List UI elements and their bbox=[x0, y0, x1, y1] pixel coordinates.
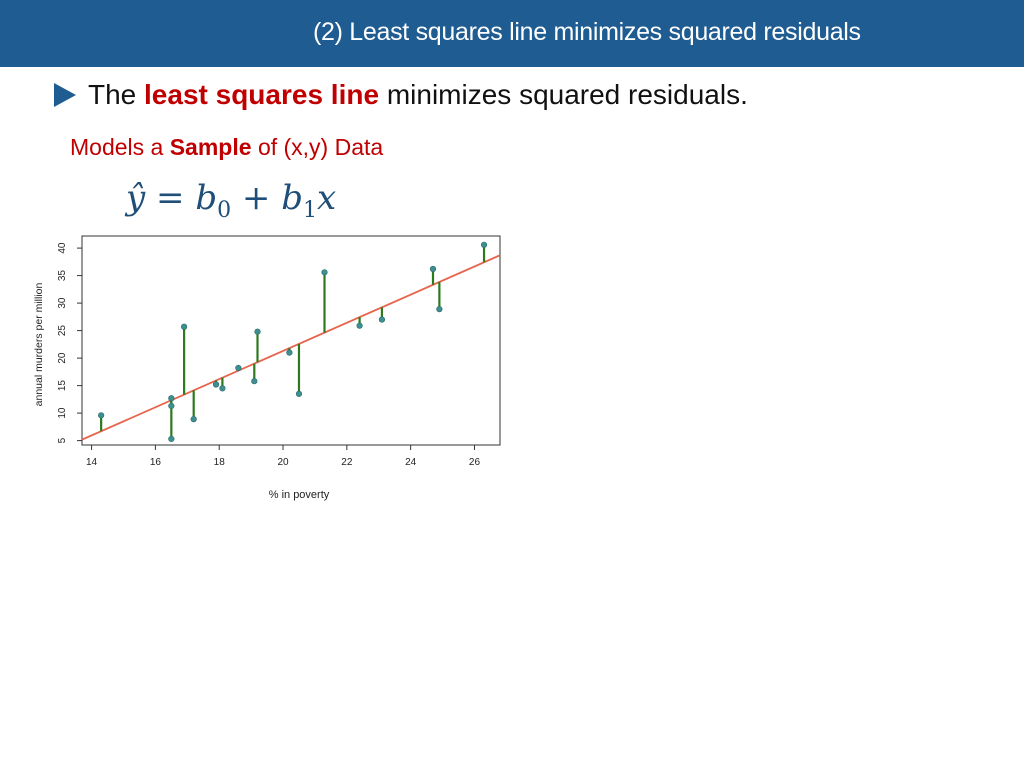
data-point bbox=[235, 364, 242, 372]
bullet-point: The least squares line minimizes squared… bbox=[54, 78, 748, 112]
data-point bbox=[254, 328, 261, 335]
data-point bbox=[356, 322, 363, 329]
data-point bbox=[429, 265, 437, 273]
data-point bbox=[168, 435, 175, 443]
x-tick-label: 16 bbox=[150, 457, 162, 468]
subtitle-prefix: Models a bbox=[70, 134, 164, 160]
equation-b1: b bbox=[281, 178, 303, 218]
equation-plus: + bbox=[241, 178, 271, 218]
sample-subtitle: Models a Sample of (x,y) Data bbox=[70, 134, 383, 161]
title-bar: (2) Least squares line minimizes squared… bbox=[0, 0, 1024, 67]
least-squares-line bbox=[82, 254, 500, 441]
data-point bbox=[321, 269, 328, 276]
y-tick-label: 15 bbox=[57, 380, 68, 392]
y-tick-label: 40 bbox=[57, 242, 68, 254]
data-point bbox=[480, 241, 488, 248]
subtitle-suffix: of (x,y) Data bbox=[257, 134, 384, 160]
data-point bbox=[219, 385, 226, 392]
x-tick-label: 24 bbox=[405, 457, 417, 468]
x-tick-label: 26 bbox=[469, 457, 481, 468]
x-tick-label: 18 bbox=[214, 457, 226, 468]
data-point bbox=[295, 390, 303, 397]
y-tick-label: 25 bbox=[57, 325, 68, 337]
y-tick-label: 30 bbox=[57, 297, 68, 309]
equation-sub1: 1 bbox=[303, 198, 317, 223]
equation-b0: b bbox=[195, 178, 218, 218]
data-point bbox=[378, 316, 386, 323]
bullet-arrow-icon bbox=[54, 83, 76, 107]
chart-svg: 14 16 18 20 22 24 26 5 10 15 20 25 30 35 40 % in povert… bbox=[33, 235, 501, 501]
data-point bbox=[286, 349, 293, 356]
data-point bbox=[190, 416, 197, 423]
equation-yhat: ŷ bbox=[126, 178, 146, 218]
bullet-emphasis: least squares line bbox=[144, 79, 380, 110]
x-tick-label: 14 bbox=[86, 457, 98, 468]
y-tick-label: 10 bbox=[57, 407, 68, 419]
regression-equation: ŷ = b0 + b1x bbox=[126, 178, 336, 223]
data-point bbox=[212, 381, 220, 388]
data-point bbox=[181, 323, 188, 330]
data-point bbox=[436, 306, 443, 313]
plot-frame bbox=[81, 235, 501, 446]
data-point bbox=[168, 395, 175, 402]
data-point bbox=[251, 378, 258, 385]
data-point bbox=[98, 412, 105, 419]
y-tick-label: 5 bbox=[57, 437, 68, 443]
y-tick-label: 35 bbox=[57, 270, 68, 282]
bullet-suffix: minimizes squared residuals. bbox=[386, 79, 748, 110]
scatter-chart: 14 16 18 20 22 24 26 5 10 15 20 25 30 35 40 % in povert… bbox=[30, 230, 510, 510]
x-axis-label: % in poverty bbox=[269, 489, 330, 501]
bullet-prefix: The bbox=[88, 79, 137, 110]
data-point bbox=[168, 402, 175, 410]
equation-x: x bbox=[317, 178, 337, 218]
equation-sub0: 0 bbox=[217, 198, 232, 223]
y-axis-label: annual murders per million bbox=[33, 282, 45, 406]
slide-title: (2) Least squares line minimizes squared… bbox=[313, 18, 861, 46]
subtitle-emphasis: Sample bbox=[169, 134, 252, 160]
equation-equals: = bbox=[156, 178, 185, 218]
x-tick-label: 20 bbox=[277, 457, 289, 468]
x-tick-label: 22 bbox=[341, 457, 353, 468]
y-tick-label: 20 bbox=[57, 352, 68, 364]
